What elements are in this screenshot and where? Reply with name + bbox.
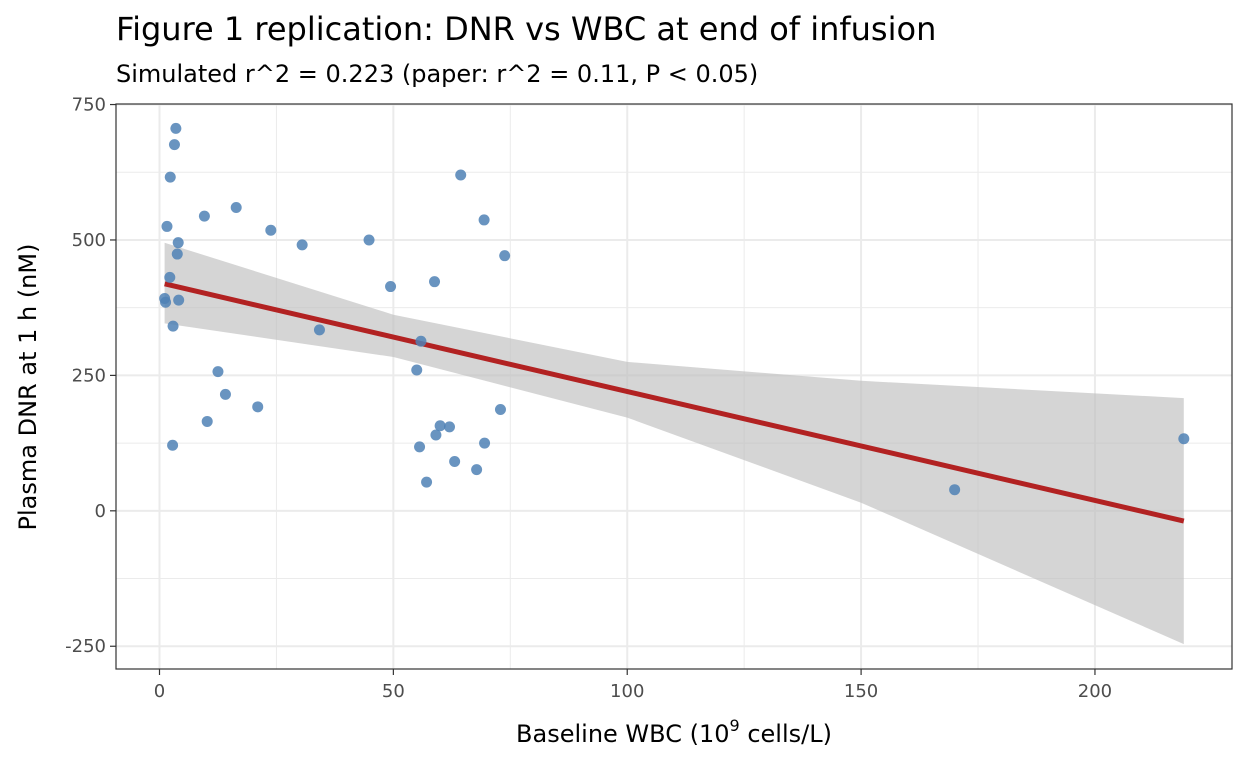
x-tick-label: 200 — [1078, 681, 1112, 702]
data-point — [479, 437, 491, 449]
data-point — [296, 239, 308, 251]
data-point — [171, 248, 183, 260]
x-axis-title-end: cells/L) — [740, 720, 832, 748]
y-tick-label: 250 — [72, 365, 106, 386]
data-points — [159, 122, 1190, 496]
x-axis: 0 50 100 150 200 — [154, 669, 1112, 702]
data-point — [443, 421, 455, 433]
regression-line — [164, 281, 1185, 524]
data-point — [170, 122, 182, 134]
data-point — [429, 276, 441, 288]
data-point — [167, 320, 179, 332]
data-point — [471, 464, 483, 476]
data-point — [949, 484, 961, 496]
x-tick-label: 50 — [382, 681, 405, 702]
data-point — [499, 250, 511, 262]
data-point — [415, 335, 427, 347]
data-point — [201, 415, 213, 427]
y-axis: -250 0 250 500 750 — [65, 95, 116, 657]
data-point — [1178, 433, 1190, 445]
y-tick-label: 0 — [95, 501, 106, 522]
x-tick-label: 0 — [154, 681, 165, 702]
data-point — [219, 388, 231, 400]
data-point — [168, 139, 180, 151]
data-point — [160, 296, 172, 308]
chart-title: Figure 1 replication: DNR vs WBC at end … — [116, 10, 936, 48]
data-point — [385, 281, 397, 293]
plot-panel-border — [115, 103, 1233, 670]
data-point — [363, 234, 375, 246]
data-point — [411, 364, 423, 376]
data-point — [212, 366, 224, 378]
data-point — [252, 401, 264, 413]
data-point — [172, 237, 184, 249]
x-tick-label: 150 — [844, 681, 878, 702]
chart-subtitle: Simulated r^2 = 0.223 (paper: r^2 = 0.11… — [116, 60, 758, 88]
data-point — [414, 441, 426, 453]
x-tick-label: 100 — [610, 681, 644, 702]
data-point — [430, 429, 442, 441]
data-point — [478, 214, 490, 226]
data-point — [455, 169, 467, 181]
data-point — [434, 420, 446, 432]
y-tick-label: -250 — [65, 636, 106, 657]
data-point — [421, 476, 433, 488]
data-point — [167, 439, 179, 451]
x-axis-title-superscript: 9 — [730, 716, 740, 735]
x-axis-title: Baseline WBC (109 cells/L) — [516, 716, 832, 748]
data-point — [198, 210, 210, 222]
x-axis-title-main: Baseline WBC (10 — [516, 720, 729, 748]
y-axis-title: Plasma DNR at 1 h (nM) — [14, 244, 42, 531]
data-point — [164, 171, 176, 183]
data-point — [173, 294, 185, 306]
y-tick-label: 750 — [72, 95, 106, 116]
data-point — [313, 324, 325, 336]
data-point — [230, 201, 242, 213]
data-point — [161, 220, 173, 232]
y-tick-label: 500 — [72, 230, 106, 251]
data-point — [449, 456, 461, 468]
data-point — [494, 404, 506, 416]
data-point — [164, 271, 176, 283]
data-point — [265, 224, 277, 236]
